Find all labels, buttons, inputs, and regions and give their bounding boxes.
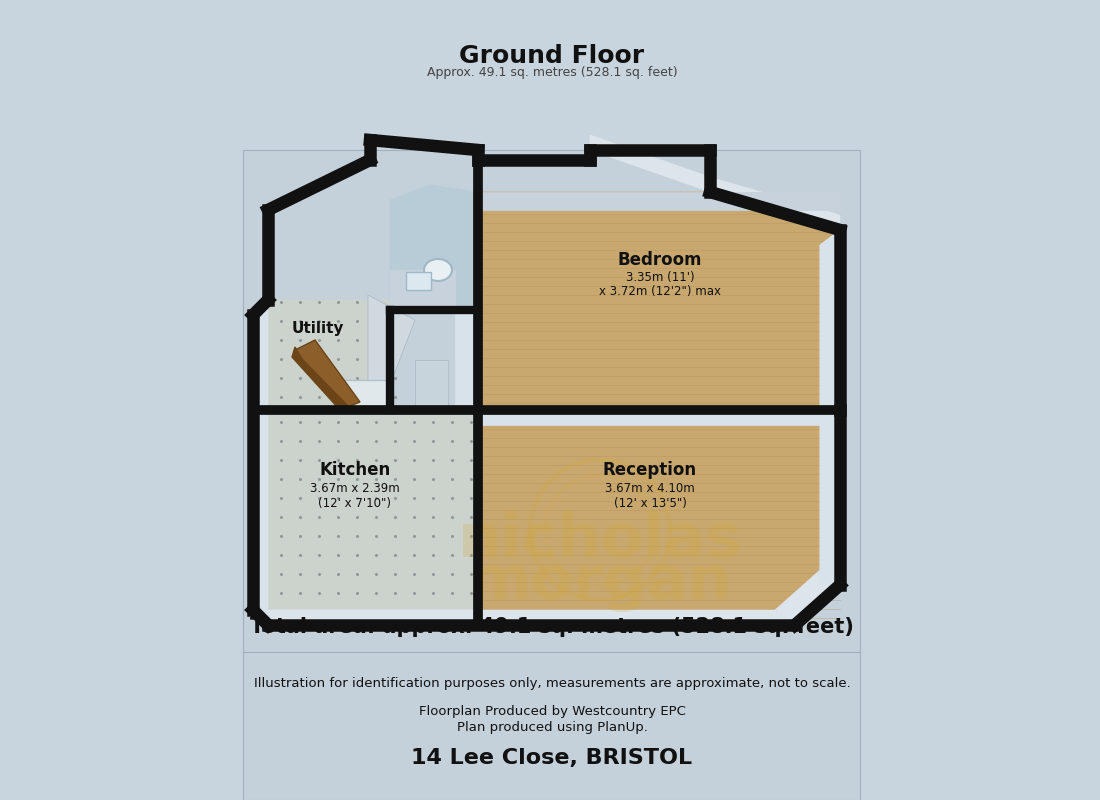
Text: 3.67m x 2.39m: 3.67m x 2.39m (310, 482, 400, 494)
Polygon shape (710, 177, 840, 230)
Polygon shape (253, 410, 478, 625)
Text: Approx. 49.1 sq. metres (528.1 sq. feet): Approx. 49.1 sq. metres (528.1 sq. feet) (427, 66, 678, 79)
Bar (243, 150, 860, 652)
Polygon shape (390, 270, 455, 310)
Text: x 3.72m (12'2") max: x 3.72m (12'2") max (600, 286, 720, 298)
Text: Ground Floor: Ground Floor (460, 44, 645, 68)
Text: (12' x 7'10"): (12' x 7'10") (319, 497, 392, 510)
Polygon shape (478, 192, 840, 410)
Text: Illustration for identification purposes only, measurements are approximate, not: Illustration for identification purposes… (254, 677, 850, 690)
Text: 14 Lee Close, BRISTOL: 14 Lee Close, BRISTOL (411, 748, 693, 768)
Polygon shape (390, 185, 478, 310)
Text: 3.35m (11'): 3.35m (11') (626, 270, 694, 283)
Polygon shape (340, 380, 390, 410)
Polygon shape (820, 410, 840, 585)
Text: Total area: approx. 49.1 sq. metres (528.1 sq. feet): Total area: approx. 49.1 sq. metres (528… (250, 617, 854, 637)
Text: Reception: Reception (603, 461, 697, 479)
Text: Floorplan Produced by Westcountry EPC: Floorplan Produced by Westcountry EPC (419, 706, 685, 718)
Text: 3.67m x 4.10m: 3.67m x 4.10m (605, 482, 695, 494)
Polygon shape (820, 230, 840, 410)
Polygon shape (295, 340, 360, 410)
Polygon shape (415, 360, 448, 410)
Ellipse shape (424, 259, 452, 281)
Text: nicholas: nicholas (458, 510, 742, 570)
Polygon shape (253, 300, 390, 425)
Polygon shape (478, 410, 840, 425)
Polygon shape (776, 570, 840, 625)
Polygon shape (248, 610, 795, 625)
Text: Kitchen: Kitchen (319, 461, 390, 479)
Text: Bedroom: Bedroom (618, 251, 702, 269)
Polygon shape (368, 295, 415, 385)
Polygon shape (478, 192, 840, 210)
Polygon shape (820, 230, 840, 585)
Bar (406, 272, 431, 290)
Polygon shape (455, 310, 478, 410)
Polygon shape (590, 135, 710, 192)
Text: Plan produced using PlanUp.: Plan produced using PlanUp. (456, 722, 648, 734)
Text: (12' x 13'5"): (12' x 13'5") (614, 497, 686, 510)
Text: morgan: morgan (468, 553, 733, 611)
Polygon shape (478, 410, 840, 625)
Polygon shape (292, 347, 346, 410)
Text: Utility: Utility (292, 321, 344, 335)
Polygon shape (253, 300, 268, 625)
Bar (243, 652, 860, 800)
